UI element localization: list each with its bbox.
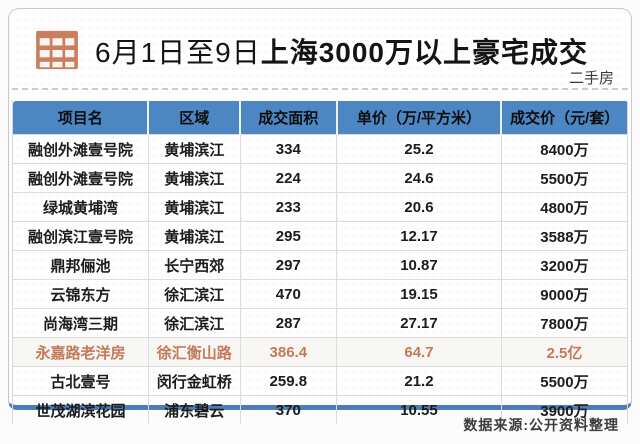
cell-project: 融创外滩壹号院 [12,134,149,164]
deals-table: 项目名 区域 成交面积 单价（万/平方米） 成交价（元/套） 融创外滩壹号院 黄… [12,101,628,424]
table-header-row: 项目名 区域 成交面积 单价（万/平方米） 成交价（元/套） [12,101,628,135]
cell-district: 长宁西郊 [147,250,241,280]
cell-total-price: 4800万 [500,192,628,222]
table-row: 世茂湖滨花园 浦东碧云 370 10.55 3900万 [12,395,628,424]
cell-total-price: 8400万 [500,134,628,164]
table-row: 融创滨江壹号院 黄埔滨江 295 12.17 3588万 [12,221,628,251]
cell-district: 徐汇滨江 [147,279,241,309]
cell-project: 永嘉路老洋房 [12,337,149,367]
cell-district: 徐汇滨江 [147,308,241,338]
cell-project: 融创滨江壹号院 [12,221,149,251]
cell-unit-price: 64.7 [336,337,502,367]
cell-area: 295 [239,221,337,251]
infographic-card: 6月1日至9日上海3000万以上豪宅成交 二手房 项目名 区域 成交面积 单价（… [8,8,632,424]
cell-total-price: 9000万 [500,279,628,309]
cell-area: 334 [239,134,337,164]
cell-total-price: 5500万 [500,163,628,193]
cell-project: 云锦东方 [12,279,149,309]
column-header-project: 项目名 [12,101,149,135]
cell-unit-price: 25.2 [336,134,502,164]
cell-unit-price: 24.6 [336,163,502,193]
cell-district: 闵行金虹桥 [147,366,241,396]
cell-total-price: 3588万 [500,221,628,251]
title-date-part: 6月1日至9日 [95,37,261,68]
cell-district: 浦东碧云 [147,395,241,424]
cell-project: 世茂湖滨花园 [12,395,149,424]
cell-project: 绿城黄埔湾 [12,192,149,222]
table-row: 鼎邦俪池 长宁西郊 297 10.87 3200万 [12,250,628,280]
column-header-unit-price: 单价（万/平方米） [335,101,502,135]
data-source-note: 数据来源:公开资料整理 [463,417,619,433]
cell-unit-price: 10.55 [336,395,502,424]
cell-total-price: 3200万 [500,250,628,280]
table-row: 古北壹号 闵行金虹桥 259.8 21.2 5500万 [12,366,628,396]
cell-area: 297 [239,250,337,280]
cell-district: 黄埔滨江 [147,163,241,193]
cell-district: 黄埔滨江 [147,134,241,164]
listing-type-label: 二手房 [568,70,614,87]
table-row: 绿城黄埔湾 黄埔滨江 233 20.6 4800万 [12,192,628,222]
cell-area: 470 [239,279,337,309]
cell-area: 233 [239,192,337,222]
cell-total-price: 2.5亿 [500,337,628,367]
cell-unit-price: 19.15 [336,279,502,309]
cell-unit-price: 21.2 [336,366,502,396]
cell-district: 徐汇衡山路 [147,337,241,367]
cell-area: 370 [239,395,337,424]
table-row: 尚海湾三期 徐汇滨江 287 27.17 7800万 [12,308,628,338]
cell-project: 融创外滩壹号院 [12,163,149,193]
title-row: 6月1日至9日上海3000万以上豪宅成交 [9,9,631,77]
cell-unit-price: 12.17 [336,221,502,251]
cell-project: 古北壹号 [12,366,149,396]
cell-total-price: 5500万 [500,366,628,396]
column-header-total-price: 成交价（元/套） [500,101,628,135]
cell-unit-price: 27.17 [336,308,502,338]
column-header-district: 区域 [147,101,241,135]
cell-district: 黄埔滨江 [147,192,241,222]
column-header-area: 成交面积 [239,101,337,135]
cell-area: 224 [239,163,337,193]
cell-area: 386.4 [239,337,337,367]
table-row: 融创外滩壹号院 黄埔滨江 334 25.2 8400万 [12,134,628,164]
table-grid-icon [35,30,79,75]
cell-area: 259.8 [239,366,337,396]
table-row: 融创外滩壹号院 黄埔滨江 224 24.6 5500万 [12,163,628,193]
title-main-part: 上海3000万以上豪宅成交 [260,37,589,68]
cell-project: 鼎邦俪池 [12,250,149,280]
cell-unit-price: 10.87 [336,250,502,280]
cell-unit-price: 20.6 [336,192,502,222]
table-row-highlighted: 永嘉路老洋房 徐汇衡山路 386.4 64.7 2.5亿 [12,337,628,367]
cell-project: 尚海湾三期 [12,308,149,338]
cell-area: 287 [239,308,337,338]
cell-total-price: 3900万 [500,395,628,424]
page-title: 6月1日至9日上海3000万以上豪宅成交 [95,31,588,71]
dashed-divider [12,88,628,90]
cell-total-price: 7800万 [500,308,628,338]
cell-district: 黄埔滨江 [147,221,241,251]
table-row: 云锦东方 徐汇滨江 470 19.15 9000万 [12,279,628,309]
